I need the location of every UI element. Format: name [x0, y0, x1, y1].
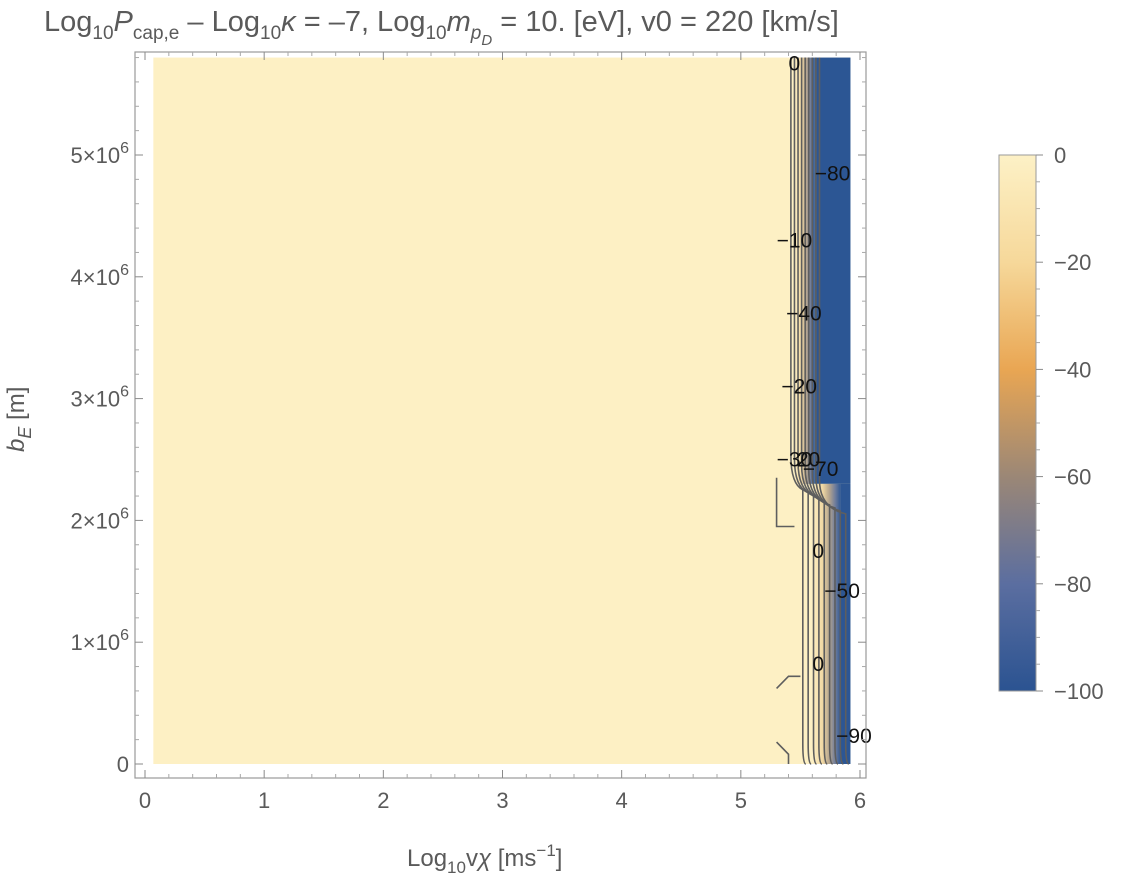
contour-line [807, 57, 833, 765]
contour-label: −50 [824, 580, 860, 603]
colorbar-tick-label: −80 [1054, 572, 1091, 597]
contour-lines [775, 57, 850, 765]
x-tick-label: 2 [377, 788, 389, 813]
contour-label: −20 [781, 375, 817, 398]
x-tick-label: 4 [616, 788, 628, 813]
contour-line [776, 741, 790, 764]
x-axis-ticks: 0 1 2 3 4 5 6 [139, 52, 866, 813]
y-tick-label: 2×106 [71, 505, 130, 533]
contour-label: −10 [777, 229, 813, 252]
contour-label: −40 [786, 302, 822, 325]
contour-label: 0 [812, 540, 824, 563]
y-tick-label: 1×106 [71, 627, 130, 655]
plot-frame [134, 51, 867, 779]
colorbar-tick-label: −60 [1054, 465, 1091, 490]
contour-line [811, 57, 839, 765]
x-tick-label: 1 [258, 788, 270, 813]
contour-label: −30 [777, 449, 813, 472]
colorbar-tick-label: 0 [1054, 143, 1066, 168]
contour-label: 0 [812, 653, 824, 676]
field-blue-upper [814, 57, 851, 484]
colorbar-tick-label: −100 [1054, 679, 1104, 704]
y-tick-label: 3×106 [71, 384, 130, 412]
contour-label: −80 [815, 162, 851, 185]
x-tick-label: 3 [496, 788, 508, 813]
y-tick-label: 4×106 [71, 262, 130, 290]
contour-label: 0 [789, 53, 801, 76]
contour-line [815, 57, 844, 765]
y-tick-label: 5×106 [71, 140, 130, 168]
x-tick-label: 0 [139, 788, 151, 813]
contour-line [776, 675, 801, 690]
colorbar-gradient [998, 154, 1037, 692]
colorbar-tick-label: −40 [1054, 357, 1091, 382]
density-field [153, 57, 851, 765]
x-tick-label: 6 [854, 788, 866, 813]
chart-title: Log10Pcap,e – Log10κ = –7, Log10mpD = 10… [44, 6, 839, 49]
colorbar-tick-label: −20 [1054, 250, 1091, 275]
y-axis-ticks: 0 1×106 2×106 3×106 4×106 5×106 [71, 57, 866, 777]
x-tick-label: 5 [735, 788, 747, 813]
contour-line [818, 57, 850, 765]
field-transition-lower [812, 483, 841, 764]
colorbar-legend: 0 −20 −40 −60 −80 −100 [998, 143, 1104, 704]
y-axis-title: bE [m] [3, 387, 35, 452]
contour-label: 20 [797, 449, 820, 472]
contour-line [775, 477, 795, 528]
x-axis-title: Log10vχ [ms−1] [407, 841, 562, 877]
field-background [153, 57, 851, 765]
y-tick-label: 0 [117, 752, 129, 777]
contour-label: −70 [803, 458, 839, 481]
contour-label: −90 [836, 725, 872, 748]
